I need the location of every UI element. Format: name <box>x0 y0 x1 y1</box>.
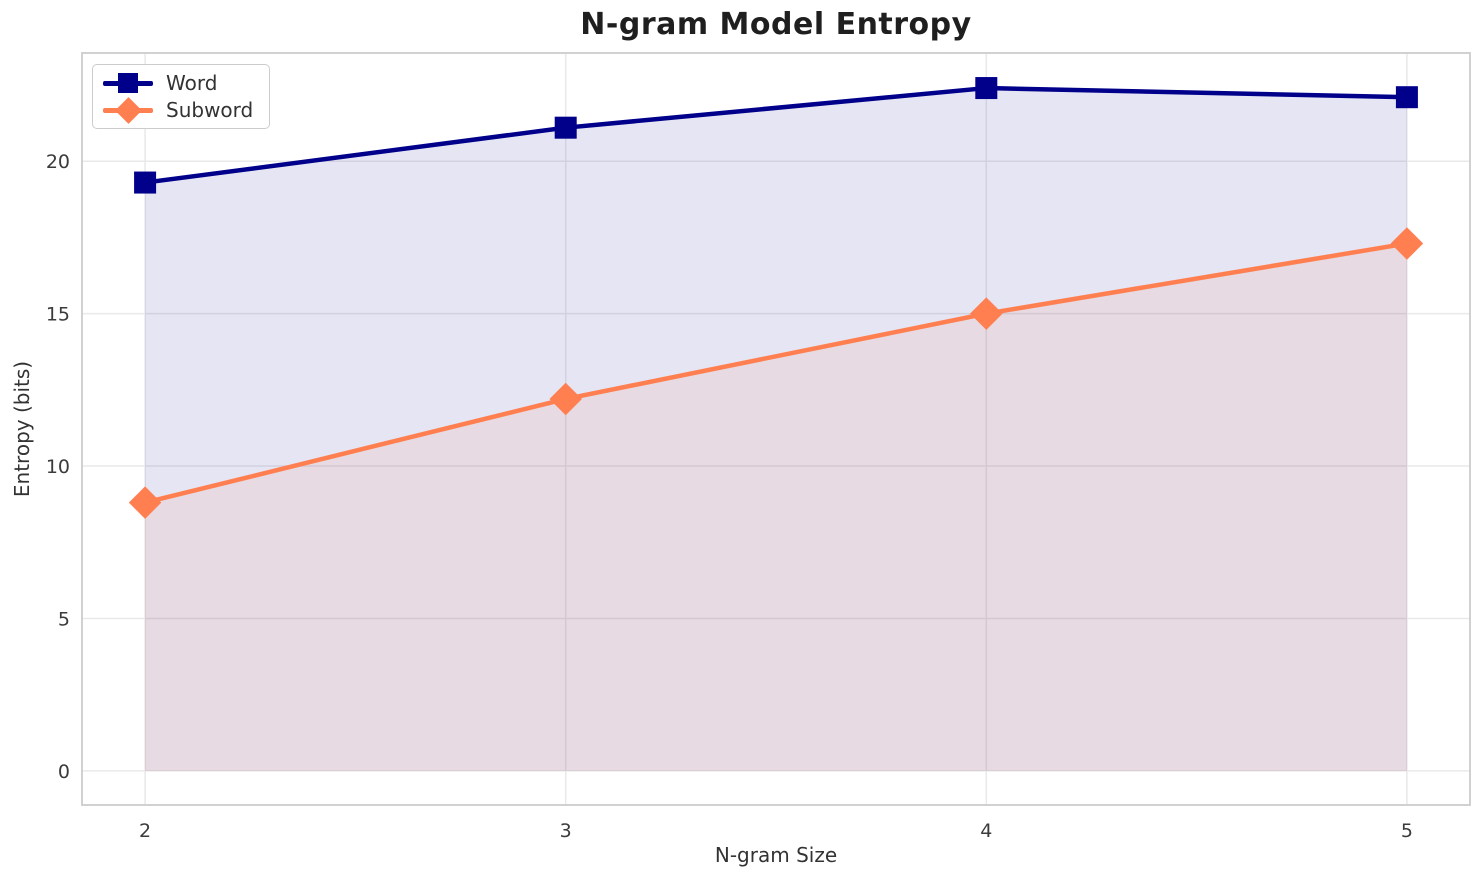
y-tick-label: 0 <box>58 761 70 783</box>
subword-diamond-swatch <box>114 96 142 124</box>
area-fill-subword <box>145 243 1407 771</box>
legend-item-subword: Subword <box>103 96 254 124</box>
chart-title: N-gram Model Entropy <box>580 7 972 42</box>
data-marker-square-word <box>134 171 157 194</box>
legend: Word Subword <box>92 64 271 129</box>
word-square-marker-icon <box>103 70 153 96</box>
area-fill-word <box>145 88 1407 771</box>
data-marker-diamond-subword <box>1390 227 1424 260</box>
x-tick-label: 3 <box>560 820 572 842</box>
y-tick-label: 20 <box>46 151 70 173</box>
x-axis-label: N-gram Size <box>714 843 838 867</box>
y-tick-label: 15 <box>46 304 70 326</box>
legend-item-word: Word <box>103 70 253 96</box>
data-marker-square-word <box>554 116 577 139</box>
y-tick-label: 5 <box>58 608 70 630</box>
x-tick-label: 4 <box>980 820 992 842</box>
word-square-swatch <box>118 73 138 93</box>
legend-label-subword: Subword <box>166 98 254 122</box>
data-marker-square-word <box>975 77 998 100</box>
data-marker-square-word <box>1395 86 1418 109</box>
data-marker-diamond-subword <box>128 486 162 519</box>
series-line-subword <box>142 241 1410 505</box>
subword-diamond-marker-icon <box>103 96 153 124</box>
axes-border <box>81 52 1471 806</box>
series-line-word <box>142 85 1410 185</box>
x-tick-label: 5 <box>1401 820 1413 842</box>
y-tick-label: 10 <box>46 456 70 478</box>
data-marker-diamond-subword <box>970 297 1003 330</box>
data-marker-diamond-subword <box>549 382 582 416</box>
x-tick-label: 2 <box>139 820 151 842</box>
legend-label-word: Word <box>166 71 218 95</box>
